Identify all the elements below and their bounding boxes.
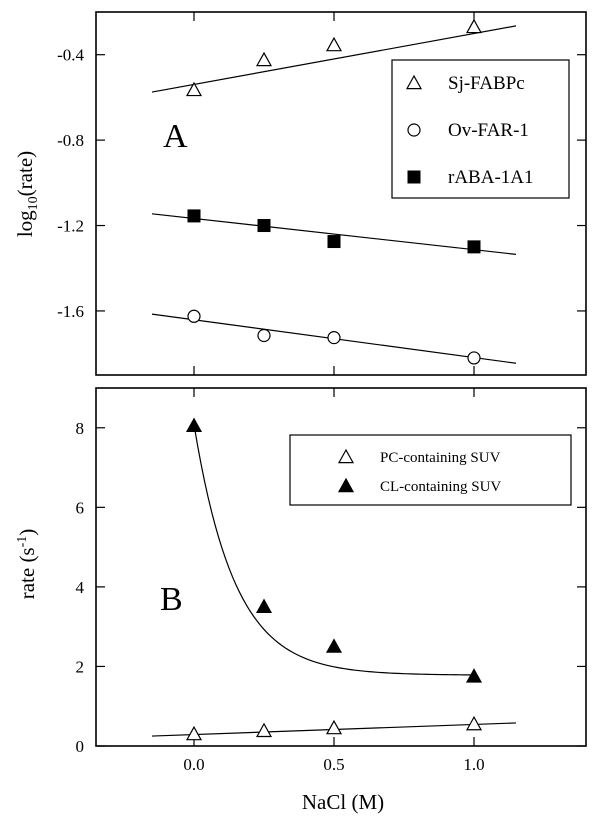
panel-b-letter: B bbox=[160, 581, 183, 618]
panel-a-point-s2-2 bbox=[327, 235, 341, 249]
panel-a-y-axis-title: log10(rate) bbox=[13, 151, 41, 237]
panel-b-legend-box bbox=[289, 434, 572, 506]
legend-b-label-pc: PC-containing SUV bbox=[380, 450, 501, 466]
panel-a-legend-markers bbox=[405, 74, 423, 184]
panel-a-y-axis-title-sub: 10 bbox=[26, 196, 41, 210]
panel-b-point-s0-2 bbox=[325, 719, 343, 735]
panel-b-point-s1-3 bbox=[465, 668, 483, 683]
panel-b-data-points bbox=[185, 417, 483, 741]
legend-b-marker-1 bbox=[337, 477, 355, 493]
panel-a-y-axis-title-rest: (rate) bbox=[13, 151, 37, 196]
panel-b-y-tick-label: 2 bbox=[76, 657, 85, 676]
panel-a-y-tick-label: -0.8 bbox=[57, 131, 84, 150]
panel-b-y-axis-title-rest: ) bbox=[15, 529, 39, 536]
legend-a-marker-2 bbox=[407, 170, 421, 184]
panel-b-point-s1-2 bbox=[325, 638, 343, 653]
panel-b-y-tick-label: 0 bbox=[76, 737, 85, 756]
legend-b-label-cl: CL-containing SUV bbox=[380, 479, 501, 495]
legend-a-marker-1 bbox=[407, 123, 421, 137]
panel-a-data-points bbox=[185, 18, 483, 365]
panel-a-point-s2-3 bbox=[467, 240, 481, 254]
panel-a-point-s0-3 bbox=[465, 18, 483, 34]
panel-b-y-axis-title: rate (s-1) bbox=[15, 529, 39, 600]
panel-a-point-s2-1 bbox=[257, 219, 271, 233]
panel-a-point-s1-2 bbox=[327, 331, 341, 345]
panel-b-y-tick-label: 4 bbox=[76, 578, 85, 597]
panel-b-y-axis-title-sup: -1 bbox=[15, 536, 30, 548]
panel-b-point-s1-1 bbox=[255, 598, 273, 613]
legend-b-marker-0 bbox=[337, 448, 355, 464]
panel-a-y-tick-label: -0.4 bbox=[57, 46, 84, 65]
panel-a-letter: A bbox=[163, 118, 188, 155]
panel-b-y-axis-title-main: rate (s bbox=[15, 547, 39, 599]
x-axis-title: NaCl (M) bbox=[302, 790, 384, 814]
legend-a-label-raba1a1: rABA-1A1 bbox=[448, 167, 534, 188]
legend-a-label-ovfar1: Ov-FAR-1 bbox=[448, 120, 529, 141]
panel-a-legend-box bbox=[391, 59, 570, 199]
panel-b-y-tick-label: 6 bbox=[76, 498, 85, 517]
panel-a-point-s1-1 bbox=[257, 328, 271, 343]
panel-a-point-s0-0 bbox=[185, 81, 203, 97]
panel-a-point-s0-2 bbox=[325, 36, 343, 52]
panel-b-point-s0-3 bbox=[465, 715, 483, 731]
panel-b-point-s0-1 bbox=[255, 722, 273, 738]
panel-a-y-ticks: -0.4 -0.8 -1.2 -1.6 bbox=[57, 12, 586, 375]
panel-a-legend: Sj-FABPc Ov-FAR-1 rABA-1A1 bbox=[391, 59, 570, 199]
panel-a-y-tick-label: -1.6 bbox=[57, 302, 84, 321]
panel-b-ticks: 0 2 4 6 8 0.0 0.5 1.0 bbox=[76, 388, 586, 774]
panel-a-point-s1-3 bbox=[467, 351, 481, 365]
panel-a-point-s0-1 bbox=[255, 51, 273, 67]
x-tick-label: 0.5 bbox=[323, 755, 344, 774]
panel-b-frame bbox=[95, 387, 587, 747]
panel-a-point-s1-0 bbox=[187, 309, 201, 323]
panel-a-fit-line-0 bbox=[151, 25, 517, 93]
panel-a-fit-line-2 bbox=[151, 213, 517, 255]
panel-b-y-tick-label: 8 bbox=[76, 419, 85, 438]
panel-a-y-axis-title-main: log bbox=[13, 210, 37, 237]
panel-b-point-s0-0 bbox=[185, 725, 203, 741]
panel-b-legend-markers bbox=[337, 448, 355, 493]
legend-a-marker-0 bbox=[405, 74, 423, 90]
panel-a-point-s2-0 bbox=[187, 209, 201, 223]
legend-a-label-sjfabpc: Sj-FABPc bbox=[448, 73, 525, 94]
panel-a-y-tick-label: -1.2 bbox=[57, 217, 84, 236]
panel-b-fit-curve-1 bbox=[193, 424, 475, 676]
x-tick-label: 0.0 bbox=[183, 755, 204, 774]
x-tick-label: 1.0 bbox=[463, 755, 484, 774]
panel-b-point-s1-0 bbox=[185, 417, 203, 432]
panel-b-legend: PC-containing SUV CL-containing SUV bbox=[289, 434, 572, 506]
panel-a-frame bbox=[95, 11, 587, 376]
